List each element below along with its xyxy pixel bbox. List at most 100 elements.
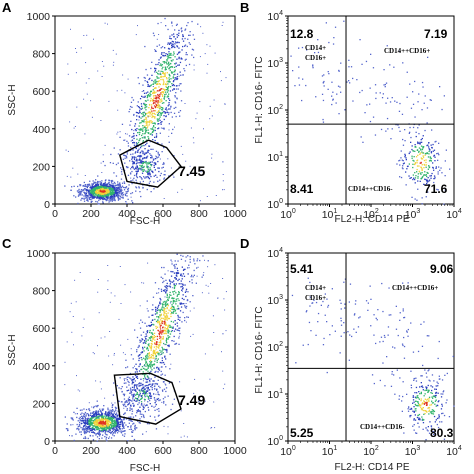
scatter-point bbox=[164, 89, 166, 91]
scatter-point bbox=[96, 426, 99, 429]
scatter-point bbox=[71, 417, 74, 419]
scatter-point bbox=[117, 153, 120, 155]
scatter-point bbox=[100, 429, 102, 431]
scatter-point bbox=[73, 344, 74, 346]
scatter-point bbox=[112, 183, 114, 185]
scatter-point bbox=[85, 415, 87, 417]
scatter-point bbox=[151, 104, 153, 106]
scatter-point bbox=[165, 339, 167, 341]
scatter-point bbox=[117, 187, 120, 189]
scatter-point bbox=[146, 365, 149, 367]
scatter-point bbox=[165, 310, 167, 312]
scatter-point bbox=[160, 65, 163, 67]
scatter-point bbox=[154, 307, 157, 309]
scatter-point bbox=[87, 189, 89, 191]
scatter-point bbox=[421, 416, 423, 418]
scatter-point bbox=[144, 125, 146, 127]
scatter-point bbox=[434, 177, 436, 180]
scatter-point bbox=[90, 100, 92, 102]
scatter-point bbox=[432, 162, 434, 164]
scatter-point bbox=[144, 346, 146, 348]
scatter-point bbox=[424, 154, 426, 156]
scatter-point bbox=[96, 182, 98, 184]
scatter-point bbox=[149, 357, 151, 359]
scatter-point bbox=[425, 386, 427, 388]
scatter-point bbox=[416, 149, 418, 151]
scatter-point bbox=[176, 46, 179, 48]
scatter-point bbox=[160, 88, 162, 90]
scatter-point bbox=[143, 350, 145, 352]
scatter-point bbox=[162, 398, 165, 400]
scatter-point bbox=[145, 130, 147, 132]
scatter-point bbox=[439, 421, 441, 423]
scatter-point bbox=[174, 56, 176, 58]
scatter-point bbox=[154, 127, 156, 129]
scatter-point bbox=[181, 188, 183, 190]
scatter-point bbox=[116, 188, 118, 190]
scatter-point bbox=[111, 430, 114, 433]
scatter-point bbox=[143, 392, 145, 394]
scatter-point bbox=[223, 189, 225, 191]
scatter-point bbox=[158, 73, 160, 75]
scatter-point bbox=[146, 166, 148, 168]
scatter-point bbox=[113, 415, 115, 417]
scatter-point bbox=[414, 178, 416, 181]
scatter-point bbox=[90, 198, 92, 201]
y-tick-label: 101 bbox=[267, 151, 283, 164]
scatter-point bbox=[182, 153, 184, 155]
scatter-point bbox=[181, 38, 184, 40]
scatter-point bbox=[158, 62, 160, 64]
scatter-point bbox=[417, 142, 419, 145]
scatter-point bbox=[132, 99, 135, 101]
scatter-point bbox=[146, 164, 148, 166]
scatter-point bbox=[161, 346, 163, 349]
scatter-point bbox=[97, 197, 99, 199]
scatter-point bbox=[408, 163, 410, 165]
scatter-point bbox=[187, 316, 189, 318]
scatter-point bbox=[159, 64, 161, 67]
scatter-point bbox=[146, 127, 149, 129]
scatter-point bbox=[164, 170, 166, 172]
scatter-point bbox=[110, 411, 112, 413]
scatter-point bbox=[170, 52, 172, 55]
scatter-point bbox=[159, 330, 161, 333]
scatter-point bbox=[420, 139, 422, 141]
scatter-point bbox=[123, 393, 126, 395]
scatter-point bbox=[126, 166, 129, 168]
scatter-point bbox=[121, 386, 123, 388]
scatter-point bbox=[375, 92, 377, 94]
scatter-point bbox=[421, 151, 423, 153]
scatter-point bbox=[105, 411, 107, 413]
scatter-point bbox=[150, 111, 152, 113]
scatter-point bbox=[177, 305, 179, 307]
scatter-point bbox=[175, 292, 177, 294]
scatter-point bbox=[420, 145, 423, 147]
scatter-point bbox=[222, 189, 223, 191]
scatter-point bbox=[159, 399, 161, 401]
scatter-point bbox=[155, 348, 157, 350]
scatter-point bbox=[138, 133, 141, 136]
scatter-point bbox=[398, 110, 401, 112]
scatter-point bbox=[160, 317, 162, 319]
scatter-point bbox=[130, 180, 132, 182]
scatter-point bbox=[149, 366, 151, 368]
scatter-point bbox=[153, 80, 155, 83]
scatter-point bbox=[173, 330, 176, 332]
scatter-point bbox=[104, 336, 106, 338]
scatter-point bbox=[145, 139, 147, 142]
scatter-point bbox=[169, 310, 171, 312]
scatter-point bbox=[123, 404, 125, 407]
scatter-point bbox=[136, 412, 138, 414]
scatter-point bbox=[413, 406, 415, 408]
scatter-point bbox=[179, 303, 181, 305]
scatter-point bbox=[106, 422, 108, 424]
scatter-point bbox=[101, 185, 103, 188]
scatter-point bbox=[160, 366, 162, 368]
scatter-point bbox=[145, 131, 147, 133]
scatter-point bbox=[420, 149, 422, 151]
scatter-point bbox=[71, 331, 73, 333]
scatter-point bbox=[144, 377, 147, 379]
scatter-point bbox=[164, 324, 167, 326]
scatter-point bbox=[154, 162, 157, 165]
